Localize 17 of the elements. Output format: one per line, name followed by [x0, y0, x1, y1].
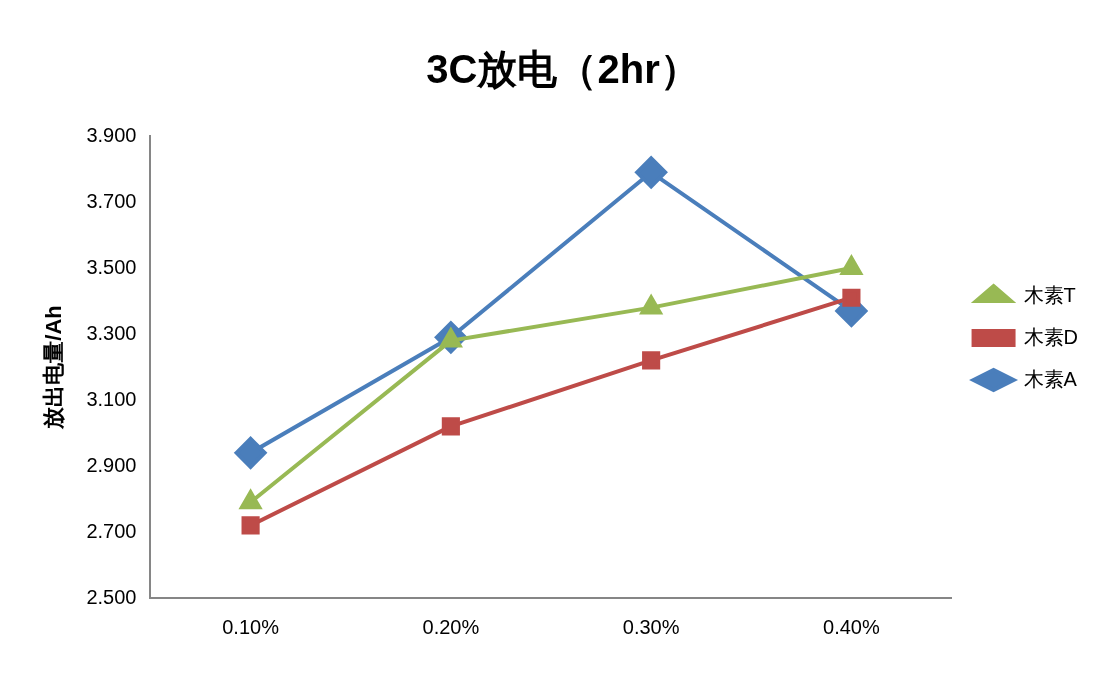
y-tick-label: 2.900	[86, 453, 137, 476]
y-axis-title: 放出电量/Ah	[41, 305, 67, 430]
x-tick-label: 0.10%	[222, 615, 280, 638]
y-tick-label: 3.700	[86, 189, 137, 212]
y-tick-label: 3.300	[86, 321, 137, 344]
y-tick-label: 2.700	[86, 519, 137, 542]
x-tick-label: 0.40%	[823, 615, 880, 638]
y-tick-label: 2.500	[86, 585, 137, 608]
y-tick-label: 3.900	[86, 123, 137, 146]
y-tick-label: 3.500	[86, 255, 137, 278]
legend-label: 木素A	[1023, 367, 1078, 390]
legend-label: 木素T	[1023, 283, 1076, 306]
y-tick-label: 3.100	[86, 387, 137, 410]
x-tick-label: 0.30%	[622, 615, 680, 638]
x-tick-label: 0.20%	[422, 615, 480, 638]
legend-label: 木素D	[1023, 325, 1079, 348]
chart-title: 3C放电（2hr）	[426, 47, 700, 92]
